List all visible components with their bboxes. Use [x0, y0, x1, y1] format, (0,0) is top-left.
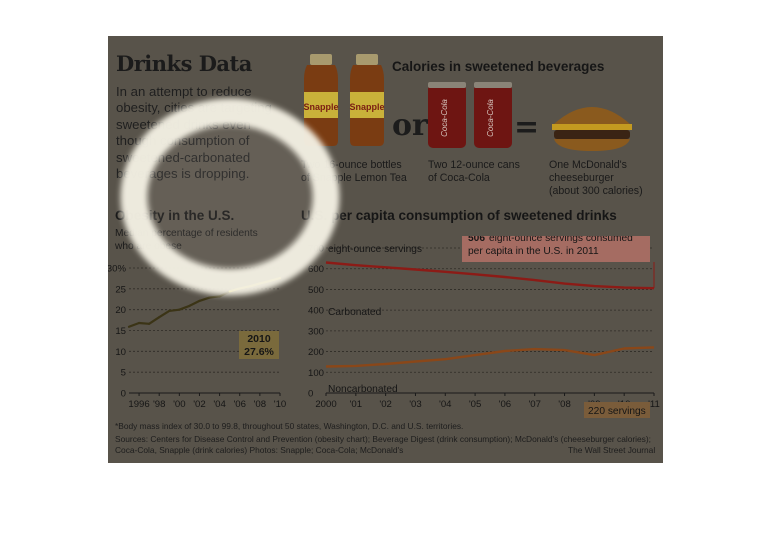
obesity-y-tick-label: 0 [121, 389, 126, 400]
obesity-x-tick-label: '00 [173, 399, 186, 410]
coca-cola-cans-image: Coca-Cola Coca-Cola [428, 82, 512, 148]
obesity-callout-value: 27.6% [244, 346, 274, 358]
obesity-y-tick-label: 10 [115, 347, 126, 358]
intro-text: In an attempt to reduce obesity, cities … [116, 84, 272, 182]
noncarbonated-series-label: Noncarbonated [328, 384, 398, 395]
obesity-callout: 2010 27.6% [239, 331, 279, 359]
consumption-chart-title: U.S. per capita consumption of sweetened… [301, 208, 617, 223]
consumption-y-tick-label: 700 [308, 244, 324, 255]
or-text: or [392, 108, 428, 143]
coca-cola-label-1: Coca-Cola [440, 99, 449, 137]
infographic-panel: Drinks Data In an attempt to reduce obes… [108, 36, 663, 463]
obesity-x-tick-label: 1996 [128, 399, 149, 410]
consumption-x-tick-label: '05 [469, 399, 482, 410]
snapple-bottle-2: Snapple [349, 54, 385, 146]
consumption-x-tick-label: '08 [558, 399, 571, 410]
consumption-unit-label: eight-ounce servings [328, 244, 422, 255]
obesity-x-tick-label: '04 [213, 399, 226, 410]
noncarbonated-series-line [325, 346, 655, 368]
page-title: Drinks Data [116, 51, 252, 76]
obesity-line-segment [228, 287, 241, 293]
snapple-label-2: Snapple [349, 102, 384, 112]
consumption-x-tick-label: '01 [350, 399, 363, 410]
coca-cola-caption: Two 12-ounce cans of Coca-Cola [428, 159, 520, 185]
carbonated-series-label: Carbonated [328, 307, 382, 318]
consumption-chart: 0 100 200 300 400 500 600 700 2000 '01 '02 '03 '04 '0… [308, 236, 660, 418]
credit: The Wall Street Journal [568, 445, 656, 455]
consumption-x-tick-label: '04 [439, 399, 452, 410]
obesity-line-segment [148, 316, 161, 325]
noncarbonated-callout-text: 220 servings [588, 406, 646, 417]
consumption-x-tick-label: '02 [379, 399, 392, 410]
consumption-y-tick-label: 300 [308, 326, 324, 337]
coca-cola-label-2: Coca-Cola [486, 99, 495, 137]
footnote: *Body mass index of 30.0 to 99.8, throug… [115, 421, 464, 431]
obesity-x-tick-label: '10 [274, 399, 287, 410]
obesity-y-tick-label: 30% [108, 264, 126, 275]
snapple-label-1: Snapple [303, 102, 338, 112]
obesity-line-segment [248, 282, 261, 288]
consumption-x-tick-label: '07 [528, 399, 541, 410]
carbonated-callout-text-2: per capita in the U.S. in 2011 [468, 246, 599, 257]
obesity-x-tick-label: '06 [233, 399, 246, 410]
obesity-line-segment [127, 321, 141, 328]
noncarbonated-callout: 220 servings [584, 402, 650, 418]
sources: Sources: Centers for Disease Control and… [115, 434, 651, 455]
consumption-y-tick-label: 400 [308, 306, 324, 317]
obesity-y-tick-label: 15 [115, 326, 126, 337]
consumption-x-tick-label: '11 [648, 399, 660, 410]
consumption-y-tick-label: 200 [308, 347, 324, 358]
obesity-x-tick-label: '02 [193, 399, 206, 410]
consumption-x-tick-label: '03 [409, 399, 422, 410]
obesity-y-tick-label: 20 [115, 305, 126, 316]
consumption-y-tick-label: 100 [308, 368, 324, 379]
coca-cola-can-1: Coca-Cola [428, 82, 466, 148]
obesity-chart-subtitle: Median percentage of residents who are o… [115, 228, 258, 252]
carbonated-callout-text: eight-ounce servings consumed [489, 236, 633, 244]
obesity-line-segment [178, 304, 191, 311]
obesity-y-tick-label: 25 [115, 284, 126, 295]
obesity-y-tick-label: 5 [121, 368, 126, 379]
consumption-x-tick-label: '06 [499, 399, 512, 410]
consumption-y-tick-label: 500 [308, 285, 324, 296]
calories-title: Calories in sweetened beverages [392, 59, 605, 74]
consumption-y-tick-label: 0 [308, 389, 313, 400]
cheeseburger-caption: One McDonald's cheeseburger (about 300 c… [549, 159, 643, 198]
obesity-chart: 0 5 10 15 20 25 30% 1996 '98 '00 '02 '04 '06 '08 '10 2… [108, 264, 287, 411]
cheeseburger-image [552, 107, 632, 151]
snapple-bottles-image: Snapple Snapple [303, 54, 385, 146]
obesity-line-segment [188, 299, 201, 308]
obesity-line-segment [258, 279, 272, 285]
carbonated-series-line [325, 261, 655, 290]
consumption-y-tick-label: 600 [308, 264, 324, 275]
obesity-line-segment [158, 309, 171, 319]
obesity-x-tick-label: '08 [254, 399, 267, 410]
obesity-line-segment [168, 308, 181, 313]
obesity-callout-year: 2010 [247, 333, 271, 345]
obesity-chart-title: Obesity in the U.S. [115, 208, 235, 223]
obesity-line-segment [238, 285, 251, 290]
obesity-line-segment [208, 295, 221, 299]
equals-text: = [514, 110, 540, 145]
snapple-bottle-1: Snapple [303, 54, 339, 146]
obesity-line-segment [218, 290, 231, 298]
obesity-x-tick-label: '98 [153, 399, 166, 410]
obesity-line-segment [268, 276, 282, 283]
carbonated-callout-value: 506 [468, 236, 485, 244]
obesity-line-segment [137, 321, 151, 325]
consumption-x-tick-label: 2000 [315, 399, 336, 410]
snapple-caption: Two 16-ounce bottles of Snapple Lemon Te… [301, 159, 407, 185]
obesity-line-segment [198, 296, 211, 303]
carbonated-callout: 506 eight-ounce servings consumed per cap… [462, 236, 650, 262]
coca-cola-can-2: Coca-Cola [474, 82, 512, 148]
